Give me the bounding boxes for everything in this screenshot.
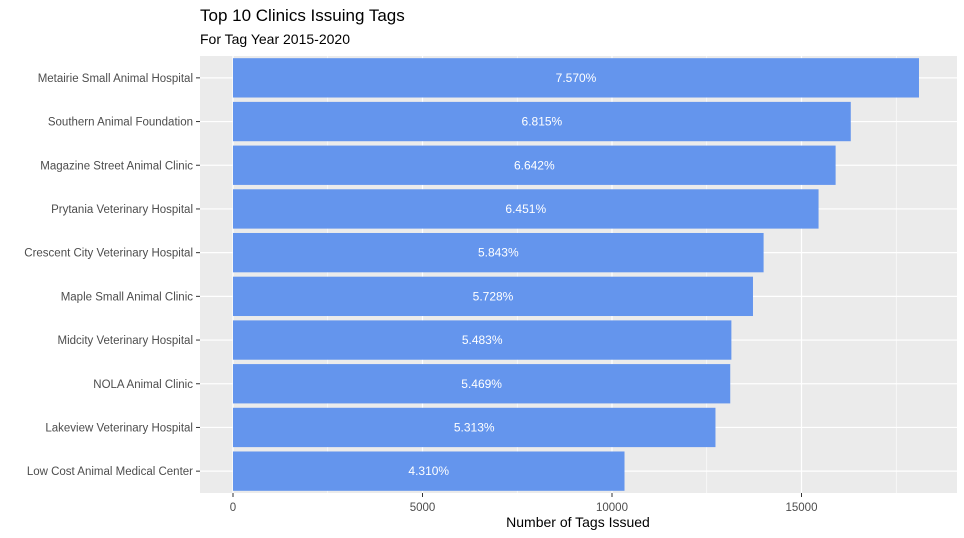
chart-subtitle: For Tag Year 2015-2020: [200, 31, 350, 47]
bar-value-label: 5.843%: [478, 246, 519, 260]
bar-value-label: 5.483%: [462, 333, 503, 347]
x-tick-label: 0: [230, 502, 236, 514]
bar: [233, 58, 919, 98]
category-label: Southern Animal Foundation: [48, 117, 193, 129]
bar-layer: [233, 58, 919, 491]
chart-title: Top 10 Clinics Issuing Tags: [200, 6, 405, 25]
category-label: Midcity Veterinary Hospital: [58, 335, 194, 347]
bar-value-label: 5.728%: [473, 289, 514, 303]
bar-value-label: 4.310%: [408, 464, 449, 478]
bar: [233, 276, 753, 317]
category-label: Metairie Small Animal Hospital: [38, 73, 193, 85]
bar: [233, 101, 851, 142]
category-label: NOLA Animal Clinic: [93, 379, 193, 391]
axis-layer: Metairie Small Animal Hospital Southern A…: [24, 73, 817, 514]
bar-value-label: 6.642%: [514, 158, 555, 172]
category-label: Crescent City Veterinary Hospital: [24, 248, 193, 260]
bar: [233, 451, 625, 491]
bar: [233, 407, 716, 448]
bar-value-label: 6.815%: [522, 115, 563, 129]
bar: [233, 145, 836, 185]
bar-value-label: 6.451%: [505, 202, 546, 216]
x-tick-label: 15000: [786, 502, 818, 514]
category-label: Magazine Street Animal Clinic: [40, 160, 193, 172]
category-label: Maple Small Animal Clinic: [61, 291, 194, 303]
bar: [233, 232, 764, 273]
x-axis-title: Number of Tags Issued: [506, 514, 650, 530]
x-tick-label: 5000: [410, 502, 436, 514]
bar: [233, 320, 732, 360]
bar-value-label: 7.570%: [556, 71, 597, 85]
label-layer: 7.570% 6.815% 6.642% 6.451% 5.843% 5.728% 5.48…: [408, 71, 596, 478]
category-label: Low Cost Animal Medical Center: [27, 466, 193, 478]
bar: [233, 189, 819, 229]
bar-value-label: 5.313%: [454, 420, 495, 434]
bar-value-label: 5.469%: [461, 377, 502, 391]
category-label: Lakeview Veterinary Hospital: [45, 422, 193, 434]
bar: [233, 364, 731, 404]
category-label: Prytania Veterinary Hospital: [51, 204, 193, 216]
x-tick-label: 10000: [596, 502, 628, 514]
